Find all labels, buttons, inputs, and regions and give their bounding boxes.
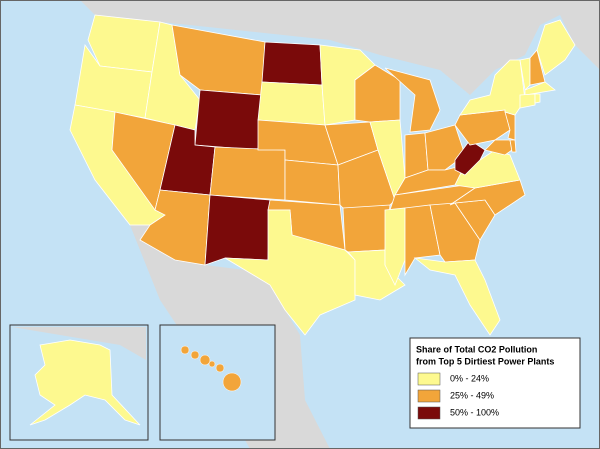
state-hawaii — [208, 360, 216, 368]
legend-swatch — [417, 372, 441, 386]
state-hawaii — [215, 363, 225, 373]
canada — [0, 0, 600, 95]
legend-title: Share of Total CO2 Pollution — [416, 344, 537, 354]
state — [536, 19, 576, 76]
canada-inset — [12, 327, 146, 360]
state — [257, 81, 326, 126]
state — [87, 14, 161, 73]
state — [261, 41, 323, 86]
state — [204, 194, 271, 266]
hawaii-inset — [159, 324, 276, 441]
state — [284, 159, 341, 206]
legend-title: from Top 5 Dirtiest Power Plants — [416, 356, 554, 366]
states — [69, 14, 576, 336]
state — [342, 204, 391, 253]
state — [209, 146, 286, 201]
state-hawaii — [222, 372, 242, 392]
state-hawaii — [190, 350, 200, 360]
state — [509, 139, 517, 153]
legend-label: 0% - 24% — [450, 373, 489, 383]
legend-label: 50% - 100% — [450, 407, 499, 417]
state — [384, 67, 441, 133]
state — [519, 93, 536, 109]
state — [413, 257, 501, 336]
legend-label: 25% - 49% — [450, 390, 494, 400]
legend-items: 0% - 24% 25% - 49% 50% - 100% — [417, 372, 499, 420]
state — [534, 93, 541, 104]
legend-swatch — [417, 389, 441, 403]
state — [524, 81, 556, 96]
state-hawaii — [199, 354, 211, 366]
state — [194, 89, 263, 151]
state-alaska — [29, 339, 141, 426]
state-hawaii — [180, 345, 190, 355]
state — [224, 209, 356, 336]
inset-states — [29, 339, 242, 426]
legend-swatch — [417, 406, 441, 420]
